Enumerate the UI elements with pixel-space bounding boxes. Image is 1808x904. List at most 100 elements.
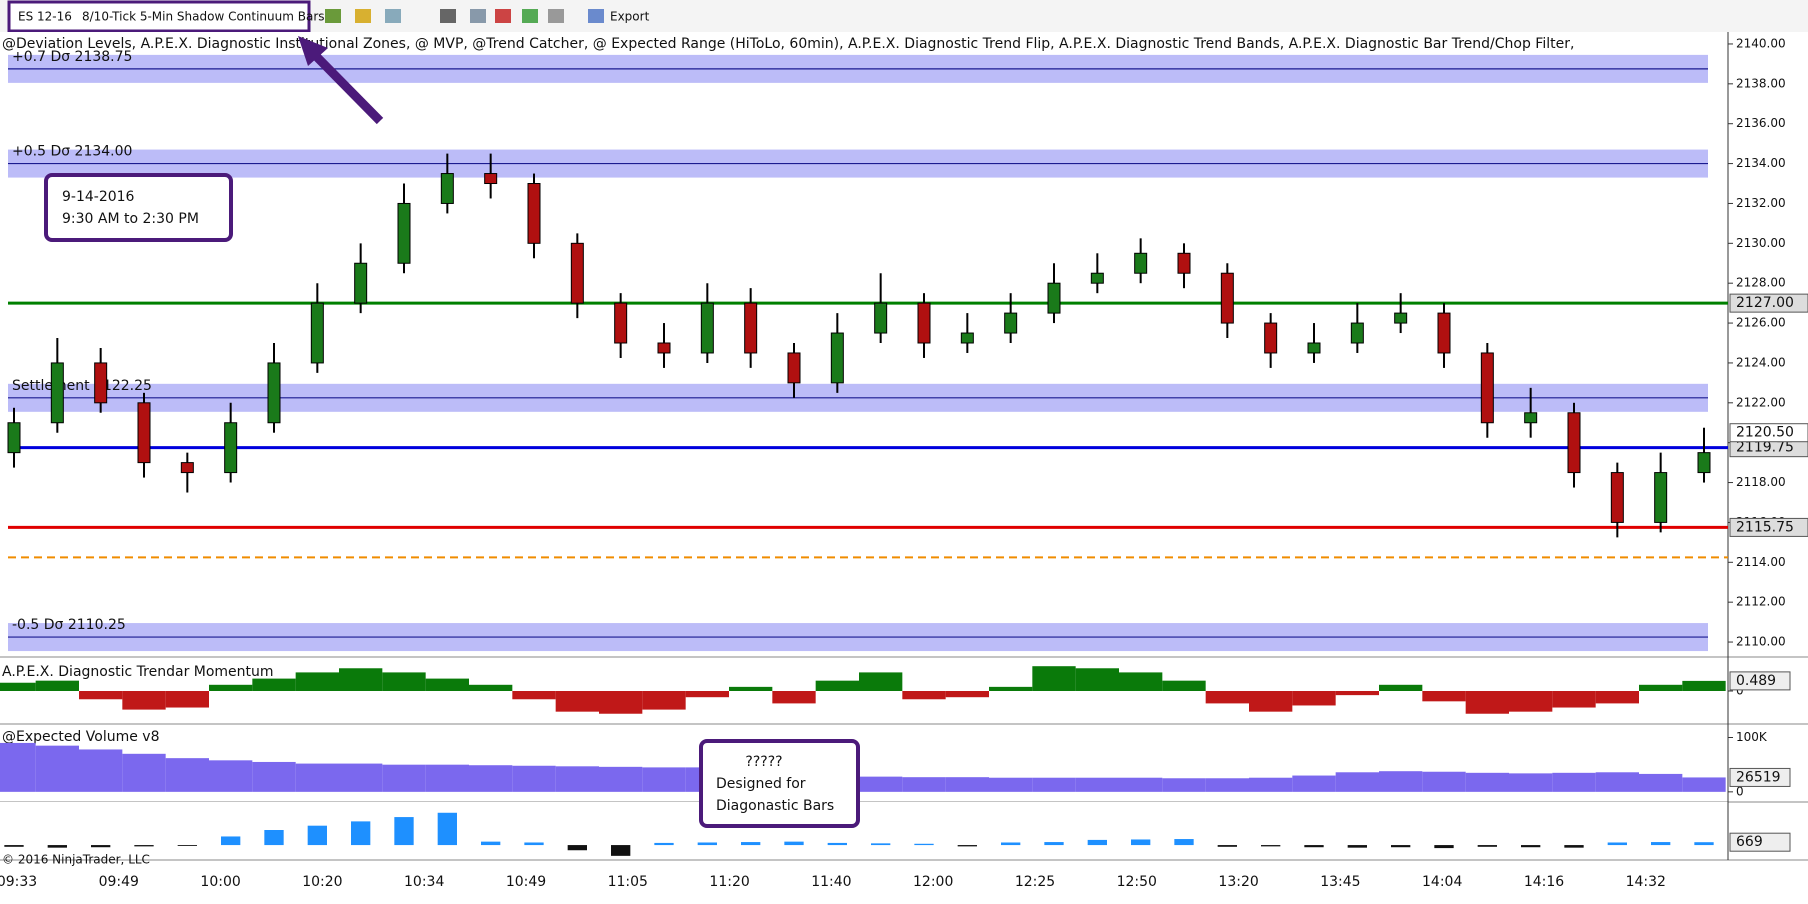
instrument-box[interactable] bbox=[7, 0, 311, 33]
candle-body bbox=[874, 302, 888, 334]
histogram-bar bbox=[1552, 772, 1596, 792]
histogram-bar bbox=[1174, 839, 1194, 846]
export-button[interactable]: Export bbox=[610, 10, 650, 24]
candle-body bbox=[440, 173, 454, 204]
value-tag bbox=[1729, 767, 1791, 787]
histogram-bar bbox=[989, 777, 1033, 792]
y-tick-label: 2114.00 bbox=[1736, 555, 1786, 569]
copyright: © 2016 NinjaTrader, LLC bbox=[2, 853, 150, 867]
histogram-bar bbox=[1249, 777, 1293, 792]
time-label: 12:50 bbox=[1117, 874, 1157, 890]
histogram-bar bbox=[611, 845, 631, 856]
candle-body bbox=[1697, 452, 1711, 474]
candle-body bbox=[397, 202, 411, 264]
y-tick-label: 2136.00 bbox=[1736, 116, 1786, 130]
histogram-bar bbox=[989, 686, 1033, 691]
histogram-bar bbox=[1292, 691, 1336, 706]
histogram-bar bbox=[957, 845, 977, 847]
candle-body bbox=[310, 302, 324, 364]
panel-title: A.P.E.X. Diagnostic Trendar Momentum bbox=[2, 664, 274, 680]
candle-body bbox=[1350, 322, 1364, 344]
y-tick-label: 0 bbox=[1736, 784, 1744, 798]
histogram-bar bbox=[1249, 691, 1293, 712]
histogram-bar bbox=[469, 684, 513, 691]
price-tag-label: 2127.00 bbox=[1736, 295, 1794, 311]
toolbar-icons bbox=[325, 9, 604, 23]
histogram-bar bbox=[79, 749, 123, 792]
y-tick-label: 2118.00 bbox=[1736, 475, 1786, 489]
histogram-bar bbox=[1422, 691, 1466, 702]
candle-body bbox=[1307, 342, 1321, 354]
panel-title: @Expected Volume v8 bbox=[2, 729, 159, 745]
value-tag-label: 0.489 bbox=[1736, 673, 1776, 689]
histogram-bar bbox=[221, 836, 241, 846]
candle-body bbox=[1177, 252, 1191, 274]
histogram-bar bbox=[642, 767, 686, 792]
y-tick-label: 2138.00 bbox=[1736, 76, 1786, 90]
candle-body bbox=[1480, 352, 1494, 424]
candle-body bbox=[1394, 312, 1408, 324]
histogram-bar bbox=[425, 678, 469, 691]
histogram-bar bbox=[1292, 775, 1336, 792]
histogram-bar bbox=[1261, 845, 1281, 847]
histogram-bar bbox=[1335, 691, 1379, 696]
histogram-bar bbox=[481, 841, 501, 846]
histogram-bar bbox=[382, 764, 426, 792]
histogram-bar bbox=[871, 843, 891, 846]
candle-body bbox=[1264, 322, 1278, 354]
candle-body bbox=[787, 352, 801, 384]
histogram-bar bbox=[339, 668, 383, 691]
histogram-bar bbox=[134, 845, 154, 847]
y-tick-label: 100K bbox=[1736, 730, 1768, 744]
date-text: 9-14-2016 bbox=[62, 189, 135, 205]
histogram-bar bbox=[469, 765, 513, 792]
level-label: +0.5 Dσ 2134.00 bbox=[12, 144, 132, 160]
histogram-bar bbox=[1217, 845, 1237, 847]
histogram-bar bbox=[685, 691, 729, 698]
histogram-bar bbox=[945, 777, 989, 792]
histogram-bar bbox=[1075, 777, 1119, 792]
histogram-bar bbox=[1032, 666, 1076, 691]
histogram-bar bbox=[425, 764, 469, 792]
candle-body bbox=[354, 262, 368, 304]
histogram-bar bbox=[394, 817, 414, 846]
histogram-bar bbox=[35, 680, 79, 691]
histogram-bar bbox=[437, 812, 457, 846]
time-label: 10:00 bbox=[200, 874, 240, 890]
date-note bbox=[44, 173, 233, 242]
histogram-bar bbox=[784, 841, 804, 846]
instrument[interactable]: ES 12-16 bbox=[18, 10, 72, 24]
last-price-tag bbox=[1729, 423, 1808, 443]
time-label: 14:16 bbox=[1524, 874, 1564, 890]
time-label: 14:04 bbox=[1422, 874, 1462, 890]
histogram-bar bbox=[524, 842, 544, 846]
time-label: 14:32 bbox=[1626, 874, 1666, 890]
histogram-bar bbox=[914, 843, 934, 846]
time-label: 09:49 bbox=[99, 874, 139, 890]
histogram-bar bbox=[177, 845, 197, 846]
y-tick-label: 2132.00 bbox=[1736, 196, 1786, 210]
y-tick-label: 2122.00 bbox=[1736, 395, 1786, 409]
bar-type[interactable]: 8/10-Tick 5-Min Shadow Continuum Bars bbox=[82, 10, 325, 24]
histogram-bar bbox=[1509, 773, 1553, 792]
candle-body bbox=[1654, 472, 1668, 523]
histogram-bar bbox=[599, 691, 643, 714]
histogram-bar bbox=[1434, 845, 1454, 849]
candle-body bbox=[267, 362, 281, 424]
histogram-bar bbox=[729, 686, 773, 691]
candle-body bbox=[1524, 412, 1538, 424]
candle-body bbox=[614, 302, 628, 344]
histogram-bar bbox=[859, 776, 903, 792]
histogram-bar bbox=[567, 845, 587, 851]
candle-body bbox=[50, 362, 64, 424]
histogram-bar bbox=[642, 691, 686, 710]
histogram-bar bbox=[165, 691, 209, 708]
histogram-bar bbox=[0, 682, 36, 691]
price-tag bbox=[1729, 517, 1808, 537]
time-label: 13:45 bbox=[1320, 874, 1360, 890]
histogram-bar bbox=[1335, 772, 1379, 792]
histogram-bar bbox=[295, 672, 339, 691]
histogram-bar bbox=[1682, 777, 1726, 792]
histogram-bar bbox=[264, 830, 284, 846]
